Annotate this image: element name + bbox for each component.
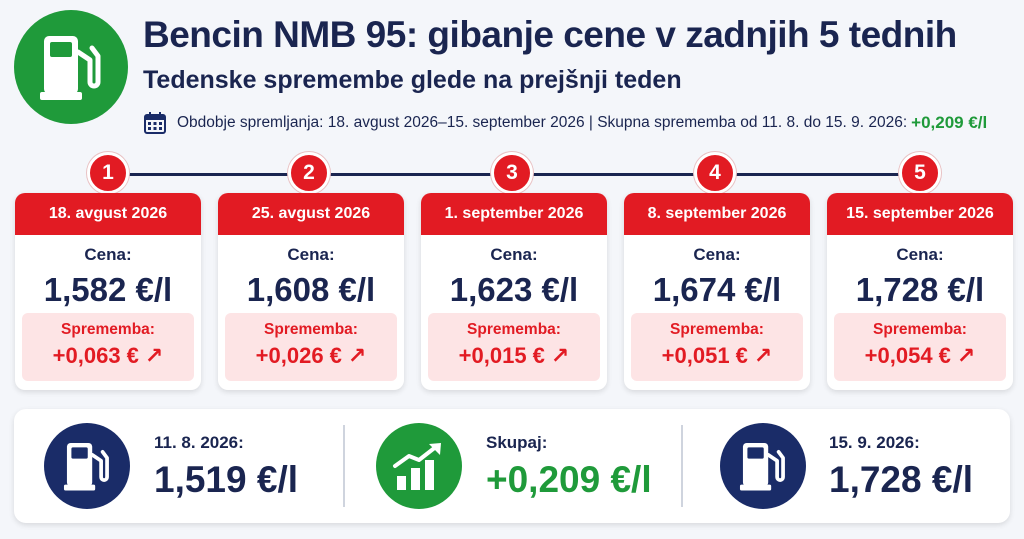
week-card: 25. avgust 2026 Cena: 1,608 €/l Sprememb… — [218, 193, 404, 390]
price-value: 1,608 €/l — [246, 271, 376, 308]
change-amount: +0,015 € — [458, 343, 545, 368]
price-value: 1,728 €/l — [855, 271, 985, 308]
week-date: 25. avgust 2026 — [218, 193, 404, 235]
change-value: +0,015 € ↗ — [428, 343, 600, 369]
start-date-label: 11. 8. 2026: — [154, 433, 244, 452]
trend-up-icon: ↗ — [347, 343, 367, 368]
price-label: Cena: — [287, 245, 335, 264]
trend-up-icon: ↗ — [550, 343, 570, 368]
change-box: Sprememba: +0,054 € ↗ — [834, 313, 1006, 381]
price-value: 1,582 €/l — [43, 271, 173, 308]
trend-up-icon: ↗ — [956, 343, 976, 368]
change-box: Sprememba: +0,015 € ↗ — [428, 313, 600, 381]
divider — [343, 425, 345, 507]
price-label: Cena: — [84, 245, 132, 264]
total-change-value: +0,209 €/l — [486, 459, 652, 500]
change-value: +0,051 € ↗ — [631, 343, 803, 369]
price-label: Cena: — [490, 245, 538, 264]
change-amount: +0,054 € — [864, 343, 951, 368]
price-label: Cena: — [896, 245, 944, 264]
week-number-3: 3 — [491, 152, 533, 194]
week-date: 1. september 2026 — [421, 193, 607, 235]
trend-up-icon: ↗ — [144, 343, 164, 368]
price-value: 1,623 €/l — [449, 271, 579, 308]
change-box: Sprememba: +0,063 € ↗ — [22, 313, 194, 381]
week-number-2: 2 — [288, 152, 330, 194]
fuel-pump-icon — [40, 36, 101, 100]
week-number-1: 1 — [87, 152, 129, 194]
change-value: +0,054 € ↗ — [834, 343, 1006, 369]
change-value: +0,026 € ↗ — [225, 343, 397, 369]
change-label: Sprememba: — [467, 321, 561, 338]
change-amount: +0,051 € — [661, 343, 748, 368]
trend-up-icon: ↗ — [753, 343, 773, 368]
change-box: Sprememba: +0,051 € ↗ — [631, 313, 803, 381]
week-number-4: 4 — [694, 152, 736, 194]
week-card: 15. september 2026 Cena: 1,728 €/l Sprem… — [827, 193, 1013, 390]
change-label: Sprememba: — [670, 321, 764, 338]
week-date: 18. avgust 2026 — [15, 193, 201, 235]
fuel-pump-icon — [44, 423, 130, 509]
fuel-pump-logo — [14, 10, 128, 124]
page-subtitle: Tedenske spremembe glede na prejšnji ted… — [143, 66, 682, 94]
price-value: 1,674 €/l — [652, 271, 782, 308]
week-card: 8. september 2026 Cena: 1,674 €/l Spreme… — [624, 193, 810, 390]
period-info: Obdobje spremljanja: 18. avgust 2026–15.… — [143, 110, 987, 136]
divider — [681, 425, 683, 507]
week-number-5: 5 — [899, 152, 941, 194]
week-date: 8. september 2026 — [624, 193, 810, 235]
growth-chart-icon — [376, 423, 462, 509]
change-value: +0,063 € ↗ — [22, 343, 194, 369]
week-date: 15. september 2026 — [827, 193, 1013, 235]
change-label: Sprememba: — [264, 321, 358, 338]
total-label: Skupaj: — [486, 433, 548, 452]
week-card: 18. avgust 2026 Cena: 1,582 €/l Sprememb… — [15, 193, 201, 390]
end-price-value: 1,728 €/l — [829, 459, 974, 500]
header: Bencin NMB 95: gibanje cene v zadnjih 5 … — [0, 0, 1024, 150]
summary-panel: 11. 8. 2026: 1,519 €/l Skupaj: +0,209 €/… — [14, 409, 1010, 523]
change-amount: +0,026 € — [255, 343, 342, 368]
change-label: Sprememba: — [61, 321, 155, 338]
week-card: 1. september 2026 Cena: 1,623 €/l Spreme… — [421, 193, 607, 390]
total-change-text: +0,209 €/l — [911, 113, 988, 132]
change-amount: +0,063 € — [52, 343, 139, 368]
change-label: Sprememba: — [873, 321, 967, 338]
price-label: Cena: — [693, 245, 741, 264]
fuel-pump-icon — [720, 423, 806, 509]
page-title: Bencin NMB 95: gibanje cene v zadnjih 5 … — [143, 14, 957, 55]
end-date-label: 15. 9. 2026: — [829, 433, 920, 452]
calendar-icon — [143, 111, 167, 135]
change-box: Sprememba: +0,026 € ↗ — [225, 313, 397, 381]
period-text: Obdobje spremljanja: 18. avgust 2026–15.… — [177, 114, 908, 131]
start-price-value: 1,519 €/l — [154, 459, 299, 500]
